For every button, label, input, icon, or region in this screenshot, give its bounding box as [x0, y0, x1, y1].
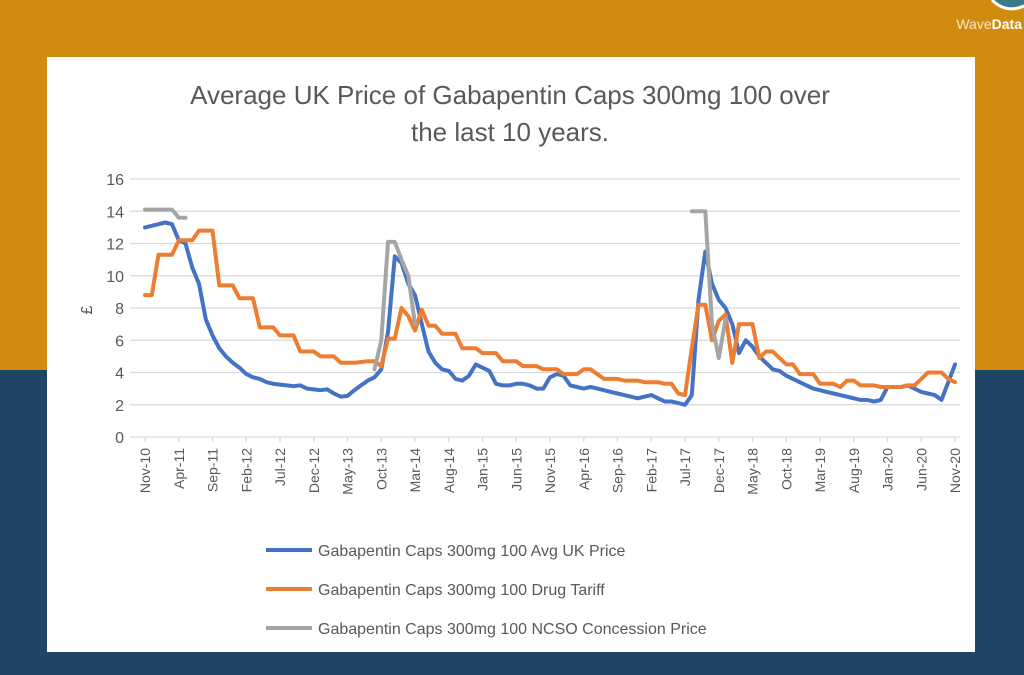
y-tick-label: 10 — [106, 269, 124, 286]
legend-label-2: Gabapentin Caps 300mg 100 Drug Tariff — [318, 582, 605, 599]
x-tick-label: Jan-15 — [475, 448, 491, 491]
x-tick-label: Aug-19 — [846, 448, 862, 493]
x-tick-label: Sep-11 — [205, 448, 221, 492]
x-tick-label: Jul-12 — [272, 448, 288, 486]
x-tick-label: May-13 — [340, 448, 356, 495]
x-tick-label: Oct-18 — [778, 448, 794, 490]
series-line-2 — [143, 228, 957, 398]
logo-text: WaveData — [956, 16, 1022, 32]
x-tick-label: Aug-14 — [441, 448, 457, 493]
x-tick-label: Apr-11 — [171, 448, 187, 489]
x-tick-label: Nov-20 — [947, 448, 963, 493]
x-tick-label: May-18 — [745, 448, 761, 495]
y-tick-label: 12 — [106, 237, 124, 254]
y-tick-label: 6 — [115, 333, 124, 350]
x-tick-label: Dec-12 — [306, 448, 322, 493]
x-tick-label: Mar-19 — [812, 448, 828, 493]
legend-label-1: Gabapentin Caps 300mg 100 Avg UK Price — [318, 543, 626, 560]
legend-label-3: Gabapentin Caps 300mg 100 NCSO Concessio… — [318, 621, 707, 638]
x-tick-label: Mar-14 — [407, 448, 423, 493]
x-tick-label: Apr-16 — [576, 448, 592, 490]
x-tick-label: Jun-20 — [913, 448, 929, 491]
y-tick-label: 2 — [115, 398, 124, 415]
y-tick-label: 0 — [115, 430, 124, 447]
x-tick-label: Feb-17 — [643, 448, 659, 493]
x-tick-label: Oct-13 — [373, 448, 389, 490]
y-tick-label: 8 — [115, 301, 124, 318]
x-tick-label: Jan-20 — [880, 448, 896, 491]
x-tick-label: Sep-16 — [610, 448, 626, 493]
wavedata-logo: WaveData — [944, 0, 1024, 40]
y-tick-label: 4 — [115, 366, 124, 383]
chart-title-line1: Average UK Price of Gabapentin Caps 300m… — [190, 80, 830, 110]
series-line-1 — [143, 220, 957, 407]
y-tick-label: 14 — [106, 204, 124, 221]
chart-title-line2: the last 10 years. — [411, 117, 609, 147]
y-tick-label: 16 — [106, 172, 124, 189]
chart-card — [47, 57, 975, 652]
y-axis-label: £ — [79, 305, 96, 314]
x-tick-label: Jul-17 — [677, 448, 693, 486]
x-tick-label: Nov-10 — [137, 448, 153, 493]
wave-icon — [990, 0, 1024, 11]
x-tick-label: Nov-15 — [542, 448, 558, 493]
series-line-3 — [143, 207, 728, 372]
x-tick-label: Feb-12 — [238, 448, 254, 493]
x-tick-label: Jun-15 — [508, 448, 524, 491]
x-tick-label: Dec-17 — [711, 448, 727, 493]
